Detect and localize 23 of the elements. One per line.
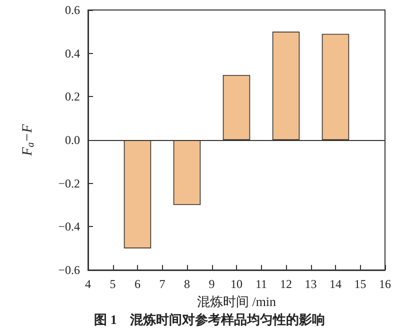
- x-tick-label: 13: [304, 277, 317, 291]
- y-tick-label: 0.4: [65, 46, 80, 60]
- y-tick-label: 0.6: [65, 3, 80, 17]
- x-tick-label: 12: [280, 277, 292, 291]
- x-tick-label: 4: [85, 277, 91, 291]
- y-tick-label: 0.0: [65, 133, 80, 147]
- x-axis-title: 混炼时间 /min: [196, 294, 277, 309]
- text: 图 1 混炼时间对参考样品均匀性的影响: [94, 312, 325, 327]
- y-tick-label: −0.6: [58, 263, 80, 277]
- x-tick-label: 8: [184, 277, 190, 291]
- x-tick-label: 16: [379, 277, 391, 291]
- x-tick-label: 15: [354, 277, 366, 291]
- x-tick-label: 10: [230, 277, 242, 291]
- x-tick-label: 7: [159, 277, 166, 291]
- x-tick-label: 6: [134, 277, 140, 291]
- y-axis-title: Fa−F: [20, 124, 36, 157]
- x-tick-label: 5: [110, 277, 116, 291]
- y-tick-label: 0.2: [65, 90, 80, 104]
- x-tick-label: 14: [330, 277, 342, 291]
- y-tick-label: −0.2: [58, 176, 80, 190]
- x-tick-label: 11: [255, 277, 268, 291]
- x-tick-label: 9: [208, 277, 215, 291]
- y-tick-label: −0.4: [58, 220, 80, 234]
